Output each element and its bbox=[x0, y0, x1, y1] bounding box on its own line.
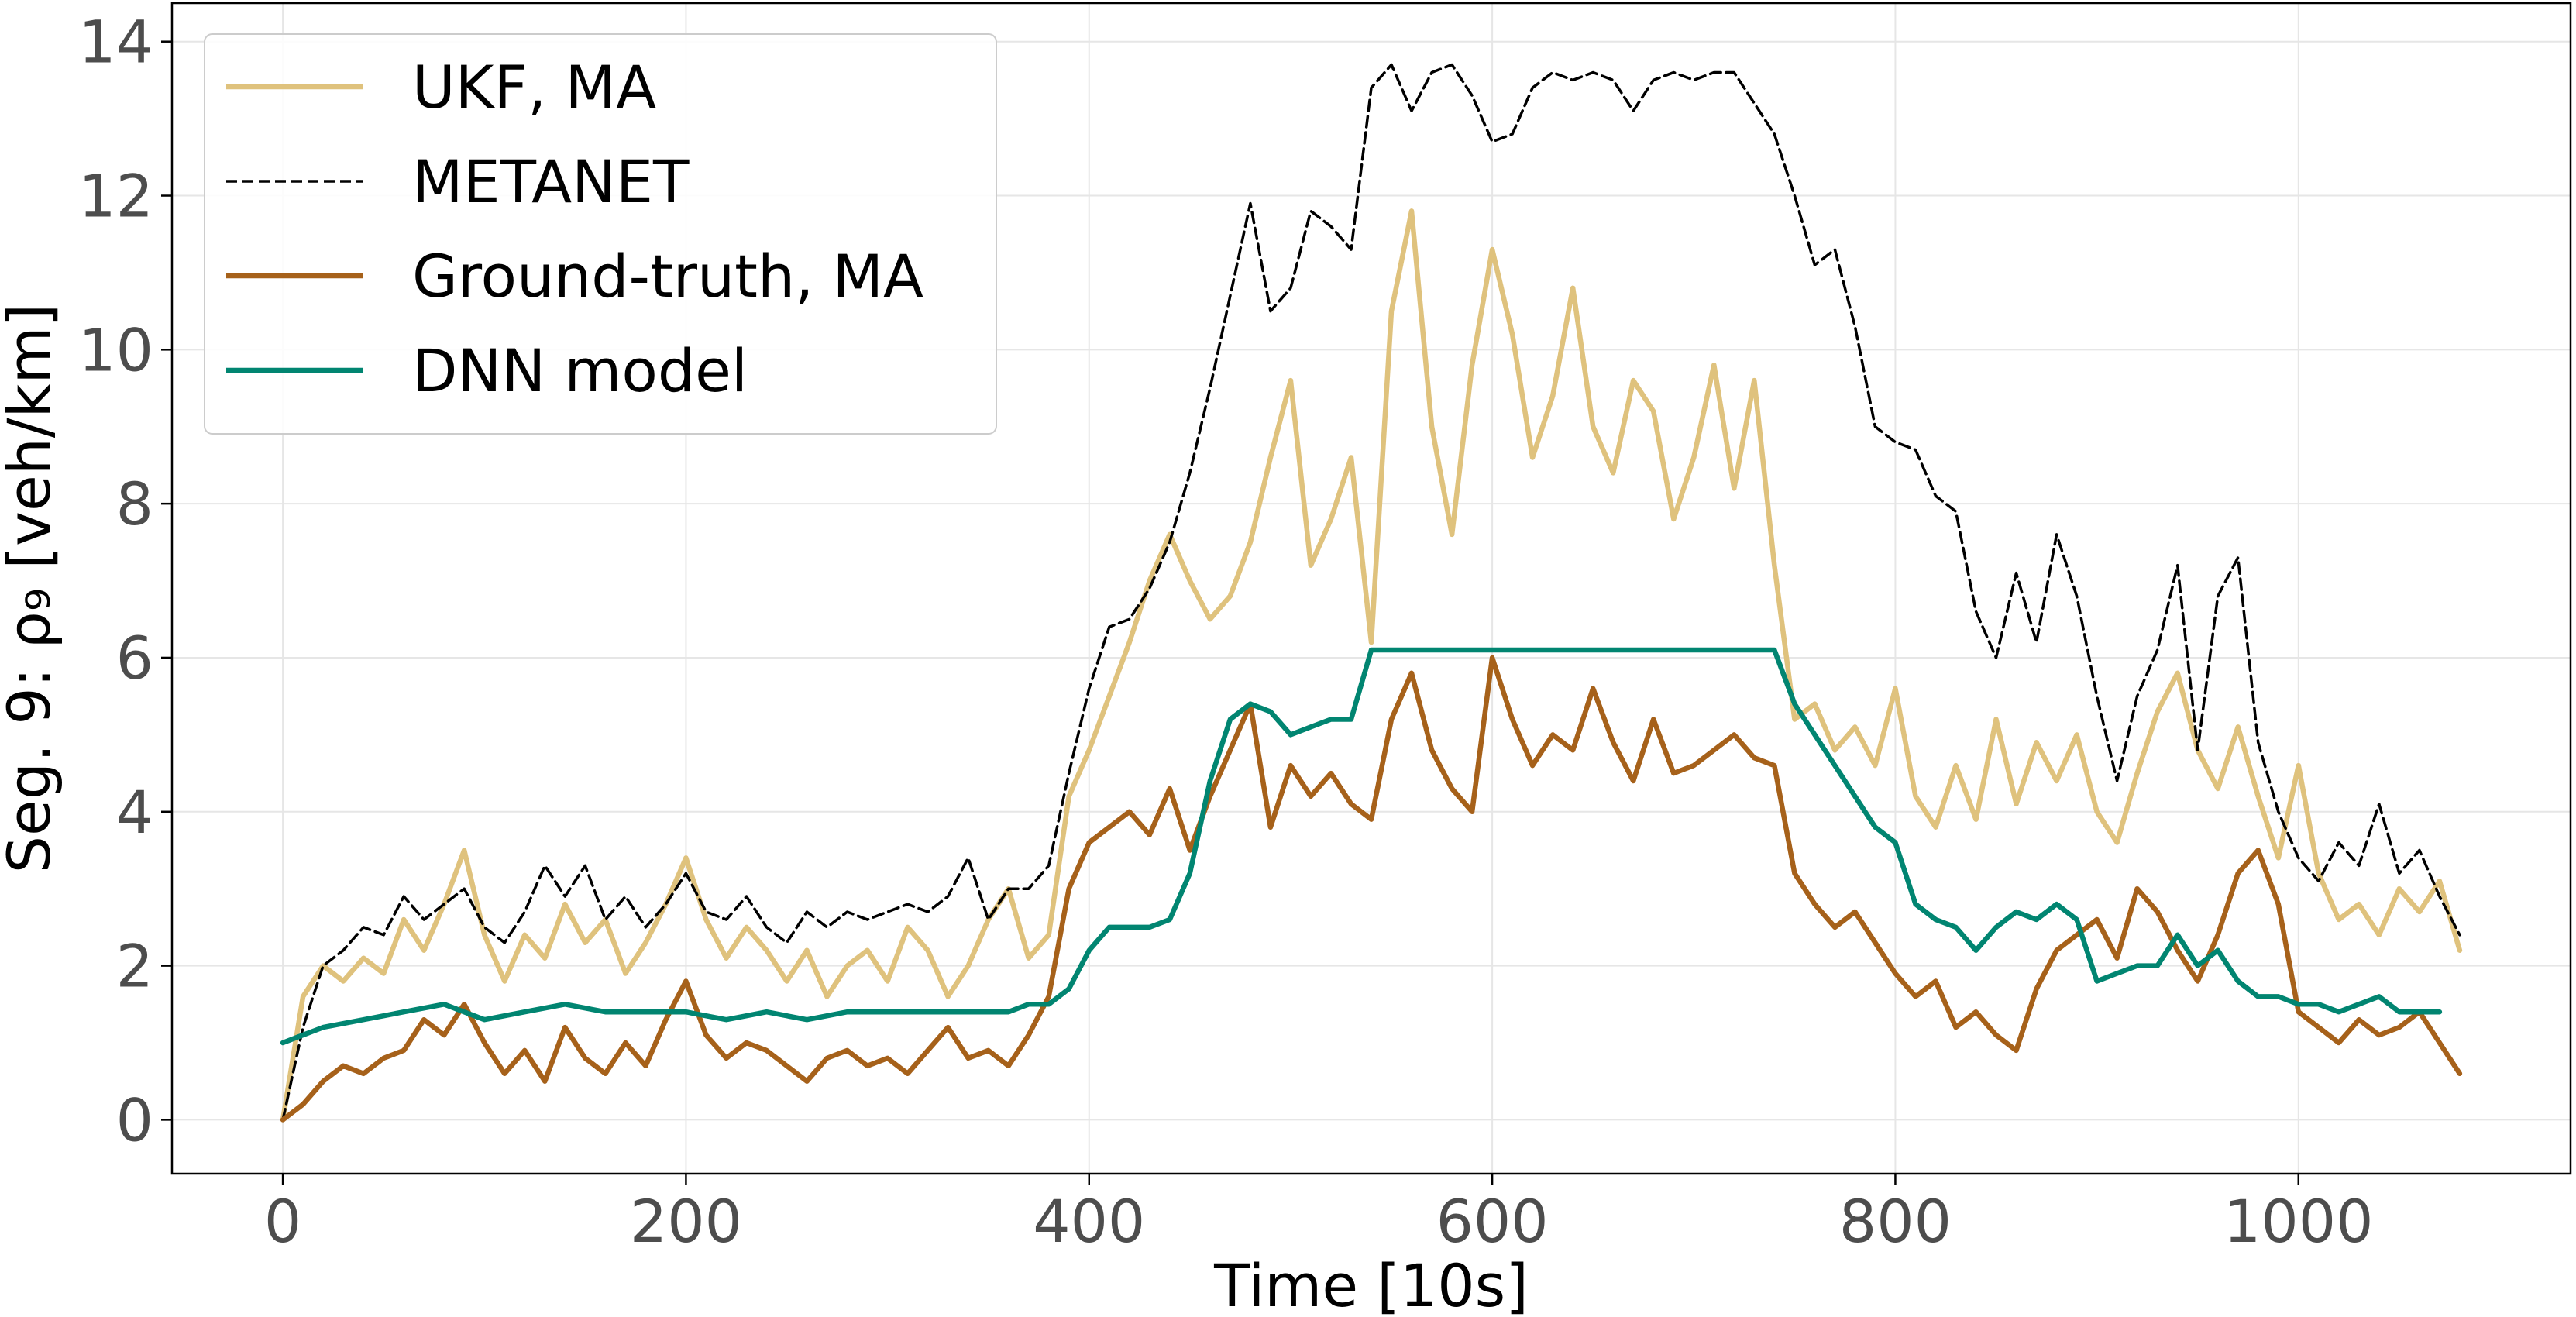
legend: UKF, MA METANET Ground-truth, MA DNN model bbox=[204, 33, 997, 435]
y-tick-label: 12 bbox=[78, 162, 153, 231]
legend-box bbox=[204, 33, 997, 435]
legend-label-2: METANET bbox=[412, 147, 690, 216]
series-line-4 bbox=[280, 647, 2443, 1046]
y-tick-label: 0 bbox=[116, 1085, 153, 1154]
x-axis-ticks: 0 200 400 600 800 1000 bbox=[264, 1174, 2373, 1256]
x-axis-label: Time [10s] bbox=[1213, 1251, 1529, 1317]
legend-label-3: Ground-truth, MA bbox=[412, 242, 923, 311]
series-line-2 bbox=[281, 63, 2461, 1122]
series-lines bbox=[280, 63, 2463, 1123]
y-tick-label: 14 bbox=[78, 8, 153, 77]
x-tick-label: 1000 bbox=[2223, 1187, 2373, 1256]
y-tick-label: 2 bbox=[116, 932, 153, 1001]
y-tick-label: 10 bbox=[78, 315, 153, 384]
plot-frame bbox=[170, 2, 2572, 1175]
x-tick-label: 0 bbox=[264, 1187, 301, 1256]
series-line-1 bbox=[280, 208, 2463, 1123]
legend-label-1: UKF, MA bbox=[412, 53, 656, 122]
x-tick-label: 400 bbox=[1033, 1187, 1145, 1256]
y-tick-label: 4 bbox=[116, 778, 153, 847]
y-axis-label: Seg. 9: ρ₉ [veh/km] bbox=[0, 304, 64, 873]
y-tick-label: 6 bbox=[116, 624, 153, 693]
x-tick-label: 200 bbox=[630, 1187, 742, 1256]
y-axis-ticks: 0 2 4 6 8 10 12 14 bbox=[78, 8, 172, 1154]
x-tick-label: 600 bbox=[1436, 1187, 1549, 1256]
legend-label-4: DNN model bbox=[412, 336, 748, 405]
series-line-3 bbox=[280, 655, 2463, 1123]
y-tick-label: 8 bbox=[116, 469, 153, 538]
x-tick-label: 800 bbox=[1839, 1187, 1952, 1256]
